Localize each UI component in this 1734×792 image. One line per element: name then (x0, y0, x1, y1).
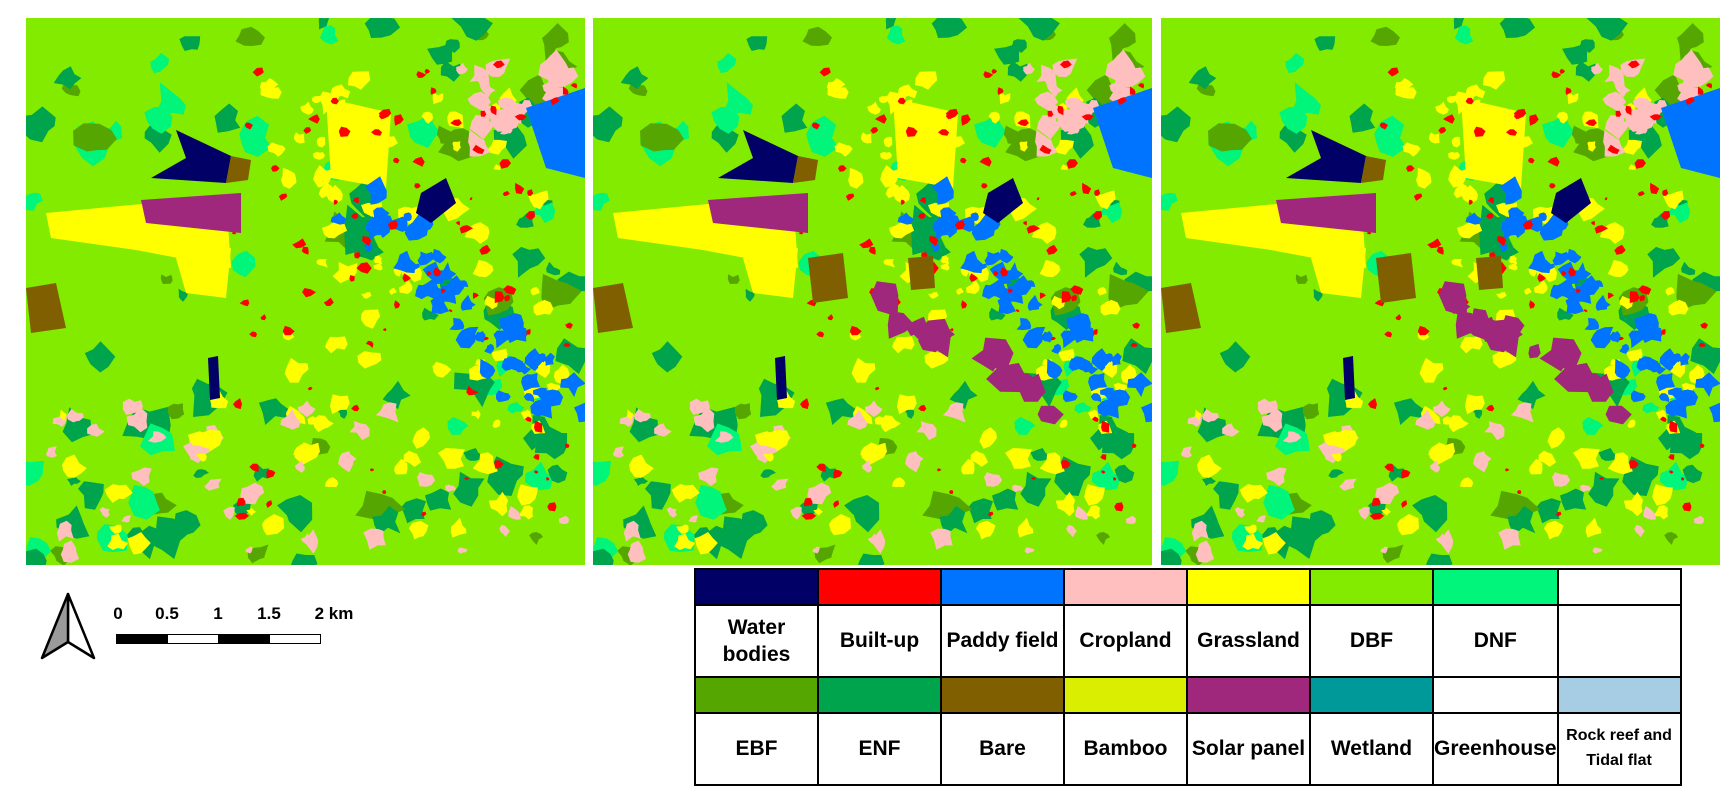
legend-swatch (1432, 568, 1559, 606)
legend-label (1556, 604, 1682, 678)
legend-label: Grassland (1186, 604, 1311, 678)
legend-swatch (1556, 676, 1682, 714)
scale-label-0: 0 (113, 604, 123, 623)
legend-swatch (1186, 676, 1311, 714)
legend-swatch (940, 568, 1065, 606)
legend-label: Bare (940, 712, 1065, 786)
scale-bar: 0 0.5 1 1.5 2 km (112, 604, 354, 644)
legend-swatch (1186, 568, 1311, 606)
classification-map-2 (593, 18, 1152, 565)
scale-segment (269, 634, 321, 644)
legend-label: Wetland (1309, 712, 1434, 786)
legend-label: DBF (1309, 604, 1434, 678)
legend-swatch (1063, 568, 1188, 606)
legend-swatch (1556, 568, 1682, 606)
legend-label: EBF (694, 712, 819, 786)
legend-label: DNF (1432, 604, 1559, 678)
legend-swatch (1309, 568, 1434, 606)
legend-label: ENF (817, 712, 942, 786)
legend-swatch (817, 568, 942, 606)
legend-swatch (694, 568, 819, 606)
legend-swatch (694, 676, 819, 714)
legend: Water bodies Built-up Paddy field Cropla… (694, 568, 1682, 786)
legend-swatch (1432, 676, 1559, 714)
legend-label: Cropland (1063, 604, 1188, 678)
scale-label-3: 1.5 (257, 604, 281, 623)
north-arrow-icon (38, 590, 98, 662)
scale-label-4: 2 km (314, 604, 354, 623)
scale-segment (116, 634, 168, 644)
legend-label: Built-up (817, 604, 942, 678)
legend-swatch (1309, 676, 1434, 714)
legend-swatch (817, 676, 942, 714)
legend-label: Rock reef and Tidal flat (1556, 712, 1682, 786)
classification-map-1 (26, 18, 585, 565)
legend-label: Water bodies (694, 604, 819, 678)
legend-swatch (1063, 676, 1188, 714)
classification-map-3 (1161, 18, 1720, 565)
legend-label: Greenhouse (1432, 712, 1559, 786)
legend-label: Bamboo (1063, 712, 1188, 786)
legend-swatch (940, 676, 1065, 714)
scale-label-2: 1 (213, 604, 223, 623)
scale-label-1: 0.5 (155, 604, 179, 623)
legend-label: Paddy field (940, 604, 1065, 678)
scale-segment (167, 634, 219, 644)
legend-label: Solar panel (1186, 712, 1311, 786)
scale-segment (218, 634, 270, 644)
